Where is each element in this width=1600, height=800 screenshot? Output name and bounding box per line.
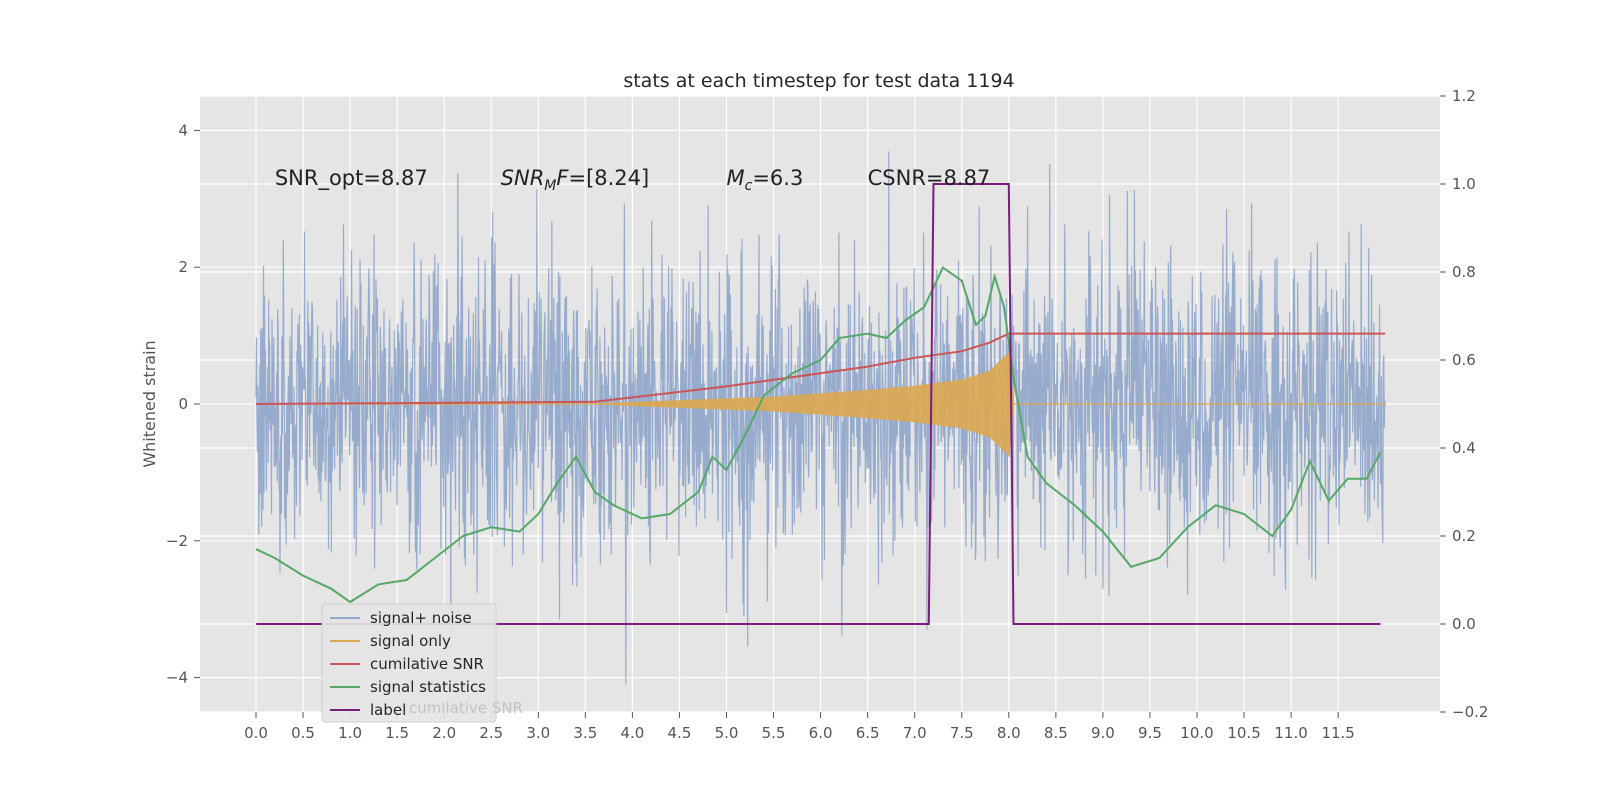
x-tick-label: 1.0 xyxy=(338,724,362,742)
annotation-text: Mc=6.3 xyxy=(727,166,804,194)
x-tick-label: 4.5 xyxy=(668,724,692,742)
y2-axis-ticks: 1.2 1.0 0.8 0.6 0.4 0.2 0.0 −0.2 xyxy=(1440,87,1488,721)
y2-tick-label: 1.2 xyxy=(1452,87,1476,105)
legend-label: cumilative SNR xyxy=(370,655,484,673)
y-axis-label: Whitened strain xyxy=(140,340,159,467)
annotation-part: =[8.24] xyxy=(568,166,649,190)
x-tick-label: 9.0 xyxy=(1091,724,1115,742)
annotation-part: F xyxy=(556,166,569,190)
y-tick-label: 2 xyxy=(178,258,188,276)
x-tick-label: 6.0 xyxy=(809,724,833,742)
series-label xyxy=(256,183,1381,625)
x-tick-label: 11.0 xyxy=(1274,724,1307,742)
y2-tick-label: 0.2 xyxy=(1452,527,1476,545)
y-tick-label: 4 xyxy=(178,121,188,139)
annotation-subscript: M xyxy=(544,178,556,194)
annotation-part: SNR_opt=8.87 xyxy=(275,166,428,191)
legend-label: signal statistics xyxy=(370,678,486,696)
x-tick-label: 1.5 xyxy=(385,724,409,742)
annotation-subscript: c xyxy=(745,178,753,194)
x-tick-label: 3.0 xyxy=(526,724,550,742)
x-tick-label: 8.5 xyxy=(1044,724,1068,742)
y-tick-label: −4 xyxy=(166,669,188,687)
y2-tick-label: 0.4 xyxy=(1452,439,1476,457)
x-tick-label: 3.5 xyxy=(573,724,597,742)
y-axis-ticks: 4 2 0 −2 −4 xyxy=(166,121,200,687)
annotation-text: SNRMF=[8.24] xyxy=(501,166,650,194)
x-tick-label: 10.5 xyxy=(1227,724,1260,742)
series-cumulative-snr xyxy=(255,332,1386,405)
y2-tick-label: 0.6 xyxy=(1452,351,1476,369)
y2-tick-label: 1.0 xyxy=(1452,175,1476,193)
x-tick-label: 5.5 xyxy=(762,724,786,742)
annotations: SNR_opt=8.87 SNRMF=[8.24] Mc=6.3 CSNR=8.87 xyxy=(275,166,990,194)
x-tick-label: 0.5 xyxy=(291,724,315,742)
annotation-text: CSNR=8.87 xyxy=(868,166,991,190)
annotation-part: =6.3 xyxy=(752,166,803,190)
x-tick-label: 4.0 xyxy=(620,724,644,742)
x-tick-label: 5.0 xyxy=(715,724,739,742)
x-tick-label: 7.0 xyxy=(903,724,927,742)
series-signal-noise xyxy=(255,151,1386,685)
legend-label: signal+ noise xyxy=(370,609,472,627)
x-tick-label: 8.0 xyxy=(997,724,1021,742)
plot-layer xyxy=(255,151,1386,685)
annotation-part: CSNR=8.87 xyxy=(868,166,991,190)
x-tick-label: 6.5 xyxy=(856,724,880,742)
x-tick-label: 7.5 xyxy=(950,724,974,742)
y-tick-label: −2 xyxy=(166,532,188,550)
annotation-part: M xyxy=(727,166,745,190)
legend: cumilative SNR signal+ noise signal only cu… xyxy=(321,603,523,723)
legend-box xyxy=(321,603,497,723)
legend-ghost-text: cumilative SNR xyxy=(409,699,523,717)
chart-title: stats at each timestep for test data 119… xyxy=(623,70,1014,92)
x-tick-label: 2.0 xyxy=(432,724,456,742)
annotation-text: SNR_opt=8.87 xyxy=(275,166,428,191)
y2-tick-label: 0.0 xyxy=(1452,615,1476,633)
y2-tick-label: 0.8 xyxy=(1452,263,1476,281)
x-tick-label: 11.5 xyxy=(1321,724,1354,742)
series-signal-statistics xyxy=(255,266,1382,604)
annotation-part: SNR xyxy=(501,166,545,190)
x-tick-label: 10.0 xyxy=(1180,724,1213,742)
y2-tick-label: −0.2 xyxy=(1452,703,1488,721)
legend-label: label xyxy=(370,701,406,719)
x-tick-label: 2.5 xyxy=(479,724,503,742)
x-axis-ticks: 0.0 0.5 1.0 1.5 2.0 2.5 3.0 3.5 4.0 4.5 5.0 5.5 6.0 6… xyxy=(244,712,1355,742)
y-tick-label: 0 xyxy=(178,395,188,413)
x-tick-label: 0.0 xyxy=(244,724,268,742)
x-tick-label: 9.5 xyxy=(1138,724,1162,742)
legend-label: signal only xyxy=(370,632,451,650)
